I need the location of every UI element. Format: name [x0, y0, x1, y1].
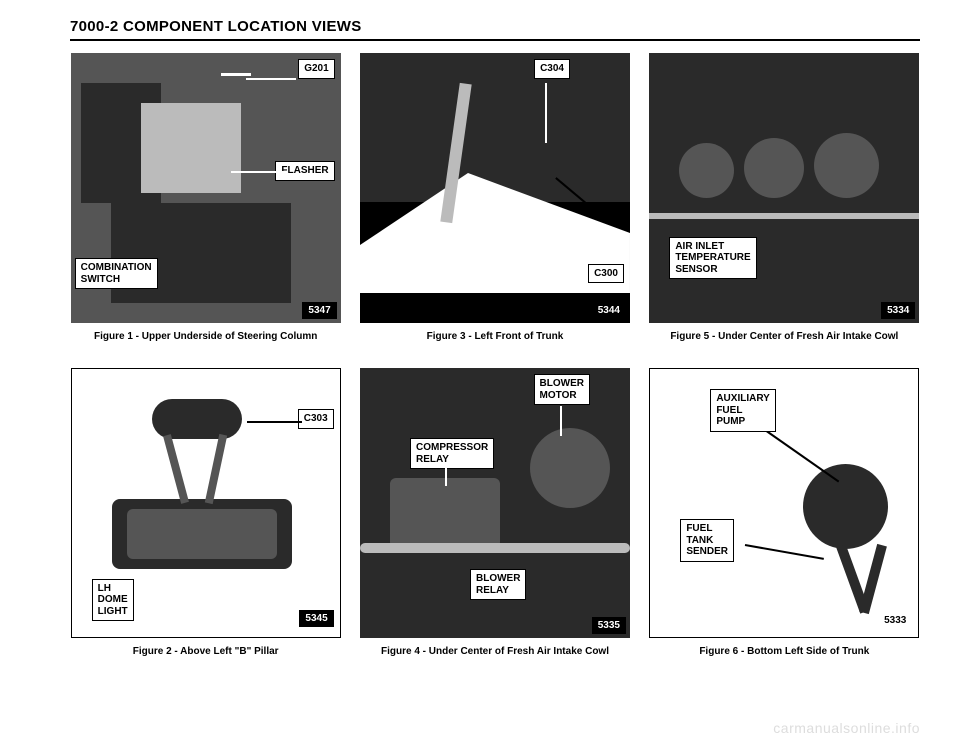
figure-6-caption: Figure 6 - Bottom Left Side of Trunk: [699, 646, 869, 657]
figure-6-cell: AUXILIARY FUEL PUMP FUEL TANK SENDER 533…: [649, 368, 920, 657]
figure-1-number: 5347: [302, 302, 336, 319]
figure-4-caption: Figure 4 - Under Center of Fresh Air Int…: [381, 646, 609, 657]
label-aux-fuel-pump: AUXILIARY FUEL PUMP: [710, 389, 776, 432]
figure-grid: G201 FLASHER COMBINATION SWITCH 5347 Fig…: [70, 53, 920, 657]
figure-5-caption: Figure 5 - Under Center of Fresh Air Int…: [670, 331, 898, 342]
figure-1-caption: Figure 1 - Upper Underside of Steering C…: [94, 331, 317, 342]
figure-2-cell: C303 LH DOME LIGHT 5345 Figure 2 - Above…: [70, 368, 341, 657]
label-lh-dome-light: LH DOME LIGHT: [92, 579, 134, 622]
figure-3-caption: Figure 3 - Left Front of Trunk: [427, 331, 564, 342]
label-fuel-tank-sender: FUEL TANK SENDER: [680, 519, 734, 562]
label-combination-switch: COMBINATION SWITCH: [75, 258, 158, 289]
label-c303: C303: [298, 409, 334, 429]
label-g201: G201: [298, 59, 334, 79]
page-header: 7000-2 COMPONENT LOCATION VIEWS: [70, 18, 920, 41]
label-blower-relay: BLOWER RELAY: [470, 569, 526, 600]
figure-6-number: 5333: [878, 612, 912, 629]
figure-4-cell: BLOWER MOTOR COMPRESSOR RELAY BLOWER REL…: [359, 368, 630, 657]
figure-1-cell: G201 FLASHER COMBINATION SWITCH 5347 Fig…: [70, 53, 341, 342]
watermark: carmanualsonline.info: [773, 720, 920, 736]
figure-2-number: 5345: [299, 610, 333, 627]
label-c300: C300: [588, 264, 624, 284]
figure-1-image: G201 FLASHER COMBINATION SWITCH 5347: [71, 53, 341, 323]
label-air-inlet-sensor: AIR INLET TEMPERATURE SENSOR: [669, 237, 756, 280]
figure-6-image: AUXILIARY FUEL PUMP FUEL TANK SENDER 533…: [649, 368, 919, 638]
figure-3-cell: C304 C300 5344 Figure 3 - Left Front of …: [359, 53, 630, 342]
figure-2-image: C303 LH DOME LIGHT 5345: [71, 368, 341, 638]
figure-3-image: C304 C300 5344: [360, 53, 630, 323]
figure-5-image: AIR INLET TEMPERATURE SENSOR 5334: [649, 53, 919, 323]
figure-2-caption: Figure 2 - Above Left "B" Pillar: [133, 646, 279, 657]
label-c304: C304: [534, 59, 570, 79]
figure-4-number: 5335: [592, 617, 626, 634]
label-blower-motor: BLOWER MOTOR: [534, 374, 590, 405]
label-compressor-relay: COMPRESSOR RELAY: [410, 438, 494, 469]
figure-3-number: 5344: [592, 302, 626, 319]
figure-5-number: 5334: [881, 302, 915, 319]
figure-4-image: BLOWER MOTOR COMPRESSOR RELAY BLOWER REL…: [360, 368, 630, 638]
figure-5-cell: AIR INLET TEMPERATURE SENSOR 5334 Figure…: [649, 53, 920, 342]
